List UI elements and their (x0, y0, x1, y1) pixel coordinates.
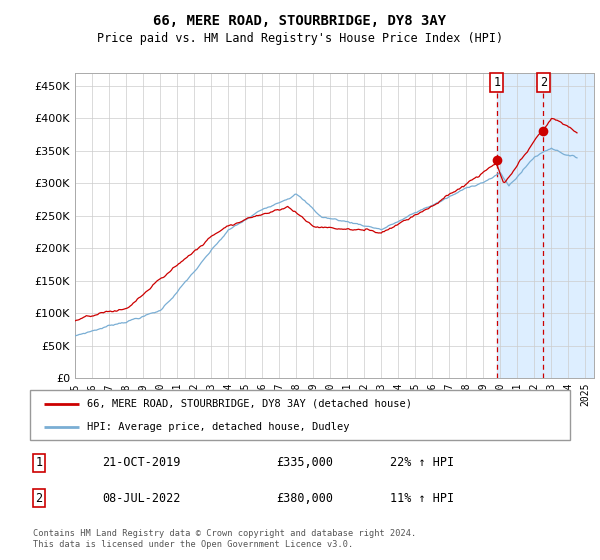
Text: 1: 1 (35, 456, 43, 469)
Text: 2: 2 (540, 76, 547, 89)
Text: 11% ↑ HPI: 11% ↑ HPI (390, 492, 454, 505)
FancyBboxPatch shape (30, 390, 570, 440)
Bar (497, 73, 594, 378)
Text: 21-OCT-2019: 21-OCT-2019 (102, 456, 181, 469)
Text: HPI: Average price, detached house, Dudley: HPI: Average price, detached house, Dudl… (86, 422, 349, 432)
Text: Price paid vs. HM Land Registry's House Price Index (HPI): Price paid vs. HM Land Registry's House … (97, 32, 503, 45)
Text: 66, MERE ROAD, STOURBRIDGE, DY8 3AY: 66, MERE ROAD, STOURBRIDGE, DY8 3AY (154, 14, 446, 28)
Text: 1: 1 (493, 76, 500, 89)
Text: 22% ↑ HPI: 22% ↑ HPI (390, 456, 454, 469)
Text: 2: 2 (35, 492, 43, 505)
Text: 08-JUL-2022: 08-JUL-2022 (102, 492, 181, 505)
Text: Contains HM Land Registry data © Crown copyright and database right 2024.
This d: Contains HM Land Registry data © Crown c… (33, 529, 416, 549)
Text: 66, MERE ROAD, STOURBRIDGE, DY8 3AY (detached house): 66, MERE ROAD, STOURBRIDGE, DY8 3AY (det… (86, 399, 412, 409)
Text: £335,000: £335,000 (276, 456, 333, 469)
Text: £380,000: £380,000 (276, 492, 333, 505)
